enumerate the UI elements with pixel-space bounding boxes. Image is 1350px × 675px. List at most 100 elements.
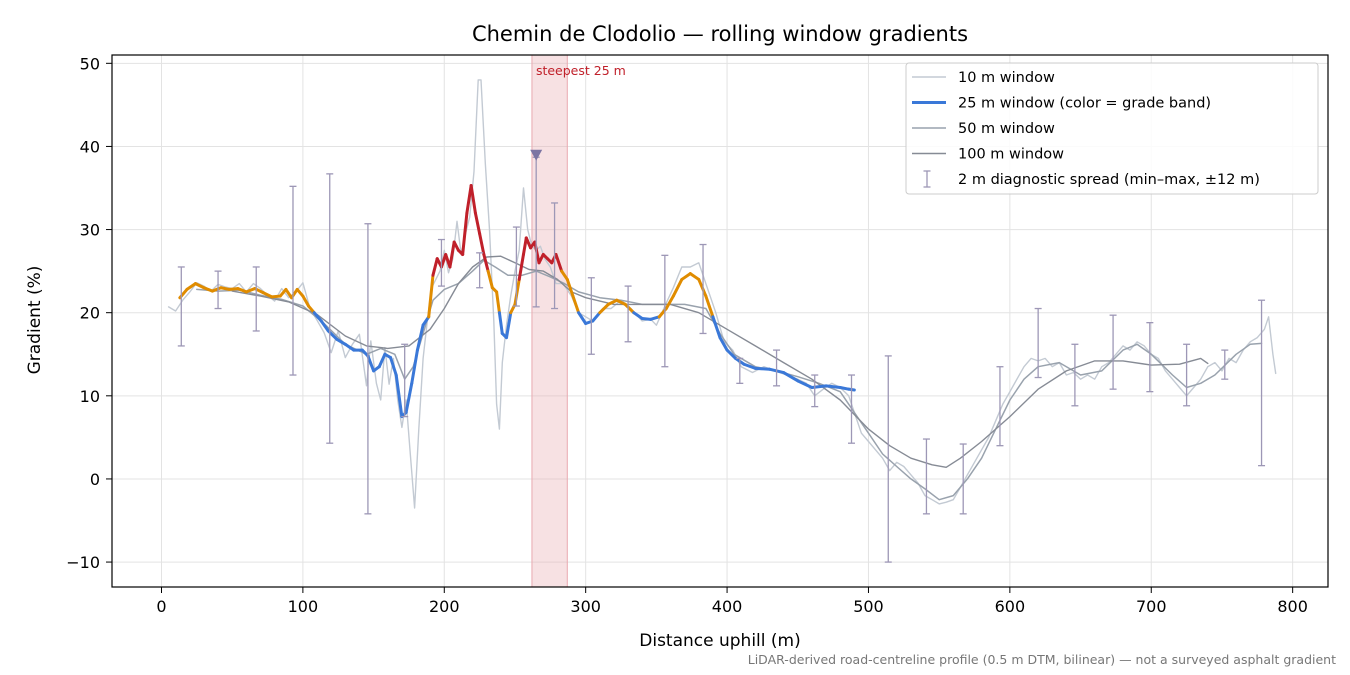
y-tick-label: 0 [90,470,100,489]
series-25m-segment [782,371,800,383]
series-25m-segment [615,298,627,306]
steepest-marker-triangle [530,149,543,161]
series-25m-segment [366,354,376,373]
series-25m-segment [517,253,525,281]
series-25m-segment [236,287,248,294]
series-50m [196,259,1263,501]
plot-frame [111,54,1329,588]
series-25m-segment [210,286,223,293]
y-tick-label: 40 [80,137,100,156]
y-tick-label: 10 [80,387,100,406]
series-25m-segment [377,352,387,369]
series-25m-segment [598,302,610,315]
series-25m-segment [623,302,636,315]
x-axis-ticks: 0 100 200 300 400 500 600 700 800 [156,587,1308,616]
series-25m-segment [560,269,569,281]
series-25m-segment [606,298,619,306]
series-25m-segment [521,236,528,256]
series-25m-segment [343,342,356,352]
series-25m-segment [697,277,708,298]
legend-entry-label: 100 m window [958,147,1064,163]
x-tick-label: 200 [429,597,460,616]
legend-entry-label: 2 m diagnostic spread (min–max, ±12 m) [958,172,1260,188]
series-25m-segment [688,272,701,281]
series-25m-segment [591,311,602,323]
series-25m-segment [482,253,490,273]
series-50m-line [196,259,1263,501]
x-tick-label: 800 [1277,597,1308,616]
legend-entry-label: 25 m window (color = grade band) [958,96,1211,112]
x-tick-label: 500 [853,597,884,616]
x-tick-label: 600 [995,597,1026,616]
series-25m-segment [448,240,456,269]
series-25m-segment [404,381,414,414]
legend-entry-label: 50 m window [958,121,1055,137]
series-25m-segment [469,184,477,215]
series-25m-segment [565,277,575,298]
series-25m-segment [478,232,486,256]
legend-entry-label: 10 m window [958,70,1055,86]
y-tick-label: 20 [80,304,100,323]
steepest-marker [530,149,543,161]
error-bars [177,156,1266,563]
series-25m-segment [680,272,692,281]
steepest-band-label: steepest 25 m [536,63,626,78]
series-100m-line [231,255,1209,468]
legend: 10 m window 25 m window (color = grade ba… [905,62,1319,195]
series-25m-segment [632,311,644,321]
series-25m-segment [810,384,828,389]
x-tick-label: 100 [288,597,319,616]
series-25m-segment [533,240,541,265]
series-25m-segment [421,315,431,327]
series-25m-segment [497,311,504,335]
series-25m-segment [185,282,197,291]
series-25m-segment [577,311,588,325]
series-25m-segment [319,319,330,333]
series-25m-segment [193,282,206,290]
series-25m-segment [571,294,581,315]
y-tick-label: 50 [80,54,100,73]
series-25m-segment [671,277,684,298]
series-25m-segment [312,311,323,323]
series-25m-segment [284,287,294,300]
series-25m-segment [389,356,398,377]
steepest-band-rect [531,54,568,588]
series-25m-segment [473,211,482,236]
series-100m [231,255,1209,468]
series-25m-segment [753,366,771,371]
series-25m-segment [513,277,521,306]
series-25m-segment [431,257,439,277]
x-axis-label: Distance uphill (m) [639,631,800,651]
series-25m-segment [461,211,469,256]
series-25m-segment [301,294,311,308]
legend-box [905,62,1319,195]
x-tick-label: 0 [156,597,166,616]
x-tick-label: 400 [712,597,743,616]
series-25m-segment [244,287,257,294]
series-25m-segment [427,273,435,319]
x-tick-label: 300 [570,597,601,616]
series-25m-segment [452,240,460,252]
y-axis-ticks: −10 0 10 20 30 40 50 [66,54,112,572]
series-25m-segment [742,362,757,370]
series-25m-segment [495,290,501,315]
series-25m-segment [725,348,738,360]
series-25m-segment [202,286,214,293]
series-25m-segment [410,348,419,385]
series-25m-segment [718,336,729,352]
y-axis-label: Gradient (%) [25,266,45,375]
series-25m-segment [711,315,722,340]
series-25m-segment [796,379,814,389]
series-25m-segment [554,253,564,273]
series-25m-segment [504,311,513,340]
series-25m-segment [415,323,425,352]
chart-title: Chemin de Clodolio — rolling window grad… [472,22,968,46]
series-25m-segment [261,291,274,299]
series-25m-segment [664,294,675,311]
series-25m-segment [704,294,715,319]
series-25m-segment [524,236,533,250]
y-tick-label: 30 [80,221,100,240]
series-25m-segment [335,337,347,346]
series-25m-segment [486,269,494,290]
